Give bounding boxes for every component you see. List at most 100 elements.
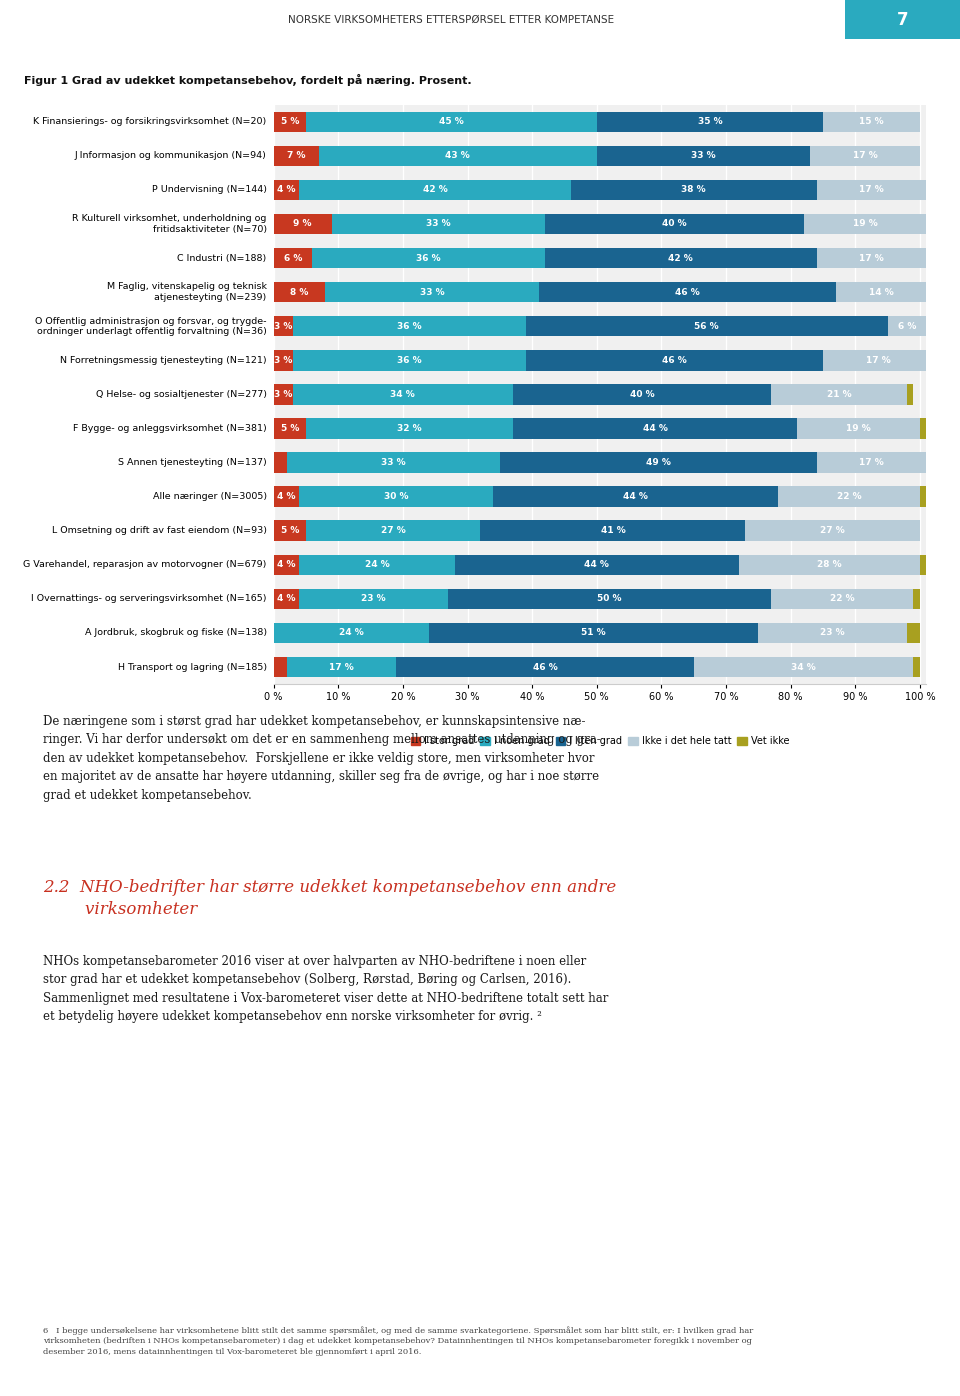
Bar xyxy=(545,248,817,268)
Text: 22 %: 22 % xyxy=(836,493,861,501)
Bar xyxy=(274,384,293,405)
Bar xyxy=(817,248,926,268)
Text: 44 %: 44 % xyxy=(623,493,648,501)
Text: 17 %: 17 % xyxy=(859,458,884,468)
Text: 33 %: 33 % xyxy=(420,288,444,296)
Bar xyxy=(823,112,920,133)
Bar xyxy=(758,623,907,644)
Bar xyxy=(545,214,804,235)
Bar xyxy=(817,180,926,200)
Bar xyxy=(300,589,448,609)
Bar xyxy=(274,248,312,268)
Bar xyxy=(325,282,539,303)
Text: 22 %: 22 % xyxy=(830,595,854,603)
Text: 46 %: 46 % xyxy=(675,288,700,296)
Bar xyxy=(300,180,571,200)
Bar xyxy=(920,419,926,438)
Bar xyxy=(480,521,745,540)
Text: 6   I begge undersøkelsene har virksomhetene blitt stilt det samme spørsmålet, o: 6 I begge undersøkelsene har virksomhete… xyxy=(43,1326,754,1356)
Text: 19 %: 19 % xyxy=(846,424,871,433)
Text: 33 %: 33 % xyxy=(381,458,405,468)
Text: 35 %: 35 % xyxy=(698,117,722,126)
Bar xyxy=(888,315,926,336)
Text: 3 %: 3 % xyxy=(275,356,293,364)
Bar xyxy=(739,554,920,575)
Bar xyxy=(274,452,286,473)
Text: De næringene som i størst grad har udekket kompetansebehov, er kunnskapsintensiv: De næringene som i størst grad har udekk… xyxy=(43,715,601,801)
Bar xyxy=(513,384,771,405)
Text: 17 %: 17 % xyxy=(329,663,354,671)
Text: 46 %: 46 % xyxy=(533,663,558,671)
Text: 43 %: 43 % xyxy=(445,151,470,161)
Text: 5 %: 5 % xyxy=(280,117,299,126)
Bar xyxy=(312,248,545,268)
Text: 50 %: 50 % xyxy=(597,595,622,603)
Bar xyxy=(274,623,429,644)
Text: 49 %: 49 % xyxy=(646,458,671,468)
Bar xyxy=(300,554,455,575)
Text: 42 %: 42 % xyxy=(422,186,447,194)
Text: 34 %: 34 % xyxy=(791,663,816,671)
Bar xyxy=(771,384,907,405)
Bar xyxy=(306,112,597,133)
Text: 2.2  NHO-bedrifter har større udekket kompetansebehov enn andre
        virksomh: 2.2 NHO-bedrifter har større udekket kom… xyxy=(43,879,616,919)
Text: 4 %: 4 % xyxy=(277,186,296,194)
Bar xyxy=(306,419,513,438)
Text: 33 %: 33 % xyxy=(426,219,451,229)
Text: 33 %: 33 % xyxy=(691,151,716,161)
Text: 23 %: 23 % xyxy=(362,595,386,603)
Bar xyxy=(274,282,325,303)
Bar xyxy=(274,145,319,166)
Text: 3 %: 3 % xyxy=(275,389,293,399)
Bar xyxy=(778,486,920,507)
Text: 9 %: 9 % xyxy=(294,219,312,229)
Text: 40 %: 40 % xyxy=(630,389,655,399)
Bar xyxy=(396,656,694,677)
Bar xyxy=(513,419,797,438)
Text: 7: 7 xyxy=(897,11,908,28)
Bar xyxy=(539,282,836,303)
Text: NORSKE VIRKSOMHETERS ETTERSPØRSEL ETTER KOMPETANSE: NORSKE VIRKSOMHETERS ETTERSPØRSEL ETTER … xyxy=(288,14,614,25)
Bar xyxy=(845,0,960,39)
Text: 17 %: 17 % xyxy=(859,186,884,194)
Text: 6 %: 6 % xyxy=(284,254,302,262)
Text: 44 %: 44 % xyxy=(642,424,667,433)
Text: 36 %: 36 % xyxy=(417,254,441,262)
Bar xyxy=(286,452,500,473)
Bar xyxy=(914,656,920,677)
Text: 7 %: 7 % xyxy=(287,151,305,161)
Text: 17 %: 17 % xyxy=(859,254,884,262)
Text: 5 %: 5 % xyxy=(280,526,299,535)
Bar xyxy=(429,623,758,644)
Bar xyxy=(293,315,526,336)
Bar xyxy=(274,589,300,609)
Text: 4 %: 4 % xyxy=(277,595,296,603)
Bar xyxy=(920,554,926,575)
Text: 4 %: 4 % xyxy=(277,560,296,570)
Text: 34 %: 34 % xyxy=(391,389,416,399)
Text: 24 %: 24 % xyxy=(365,560,390,570)
Bar xyxy=(500,452,817,473)
Text: 36 %: 36 % xyxy=(397,321,421,331)
Bar xyxy=(907,623,920,644)
Text: 27 %: 27 % xyxy=(820,526,845,535)
Bar xyxy=(274,214,332,235)
Text: 51 %: 51 % xyxy=(581,628,606,638)
Text: 41 %: 41 % xyxy=(601,526,625,535)
Legend: I stor grad, I noen grad, I liten grad, Ikke i det hele tatt, Vet ikke: I stor grad, I noen grad, I liten grad, … xyxy=(407,733,793,750)
Text: 8 %: 8 % xyxy=(290,288,309,296)
Text: 21 %: 21 % xyxy=(827,389,852,399)
Bar xyxy=(797,419,920,438)
Text: 42 %: 42 % xyxy=(668,254,693,262)
Text: 46 %: 46 % xyxy=(662,356,686,364)
Text: 40 %: 40 % xyxy=(662,219,686,229)
Bar xyxy=(293,384,513,405)
Bar xyxy=(274,180,300,200)
Bar xyxy=(823,350,933,370)
Bar xyxy=(771,589,914,609)
Text: 45 %: 45 % xyxy=(439,117,464,126)
Text: NHOs kompetansebarometer 2016 viser at over halvparten av NHO-bedriftene i noen : NHOs kompetansebarometer 2016 viser at o… xyxy=(43,955,609,1023)
Bar xyxy=(448,589,771,609)
Bar xyxy=(817,452,926,473)
Text: 14 %: 14 % xyxy=(869,288,894,296)
